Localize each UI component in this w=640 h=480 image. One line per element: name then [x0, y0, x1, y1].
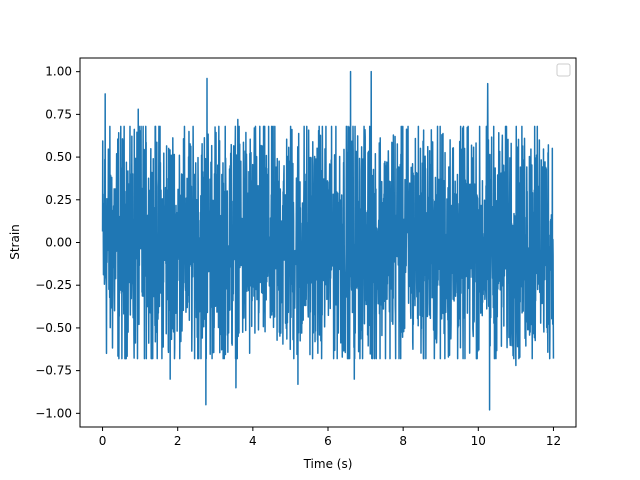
- x-tick-label: 2: [174, 434, 182, 448]
- x-tick-label: 8: [399, 434, 407, 448]
- y-tick-label: −0.75: [35, 364, 72, 378]
- x-tick-label: 0: [99, 434, 107, 448]
- legend-box: [556, 63, 571, 77]
- y-tick-label: 0.00: [45, 236, 72, 250]
- x-tick-label: 10: [471, 434, 486, 448]
- y-tick-label: −1.00: [35, 406, 72, 420]
- x-tick-label: 4: [249, 434, 257, 448]
- x-axis-ticks: 0 2 4 6 8 10 12: [99, 427, 561, 448]
- y-axis-label: Strain: [8, 224, 22, 260]
- y-tick-label: −0.50: [35, 321, 72, 335]
- y-tick-label: −0.25: [35, 278, 72, 292]
- y-tick-label: 0.50: [45, 150, 72, 164]
- signal-layer: [101, 70, 555, 411]
- x-axis-label: Time (s): [303, 457, 353, 471]
- y-tick-label: 0.25: [45, 193, 72, 207]
- x-tick-label: 6: [324, 434, 332, 448]
- y-axis-ticks: −1.00 −0.75 −0.50 −0.25 0.00 0.25 0.50 0.75 1.00: [35, 65, 80, 420]
- signal-line: [101, 70, 555, 411]
- y-tick-label: 1.00: [45, 65, 72, 79]
- y-tick-label: 0.75: [45, 107, 72, 121]
- x-tick-label: 12: [546, 434, 561, 448]
